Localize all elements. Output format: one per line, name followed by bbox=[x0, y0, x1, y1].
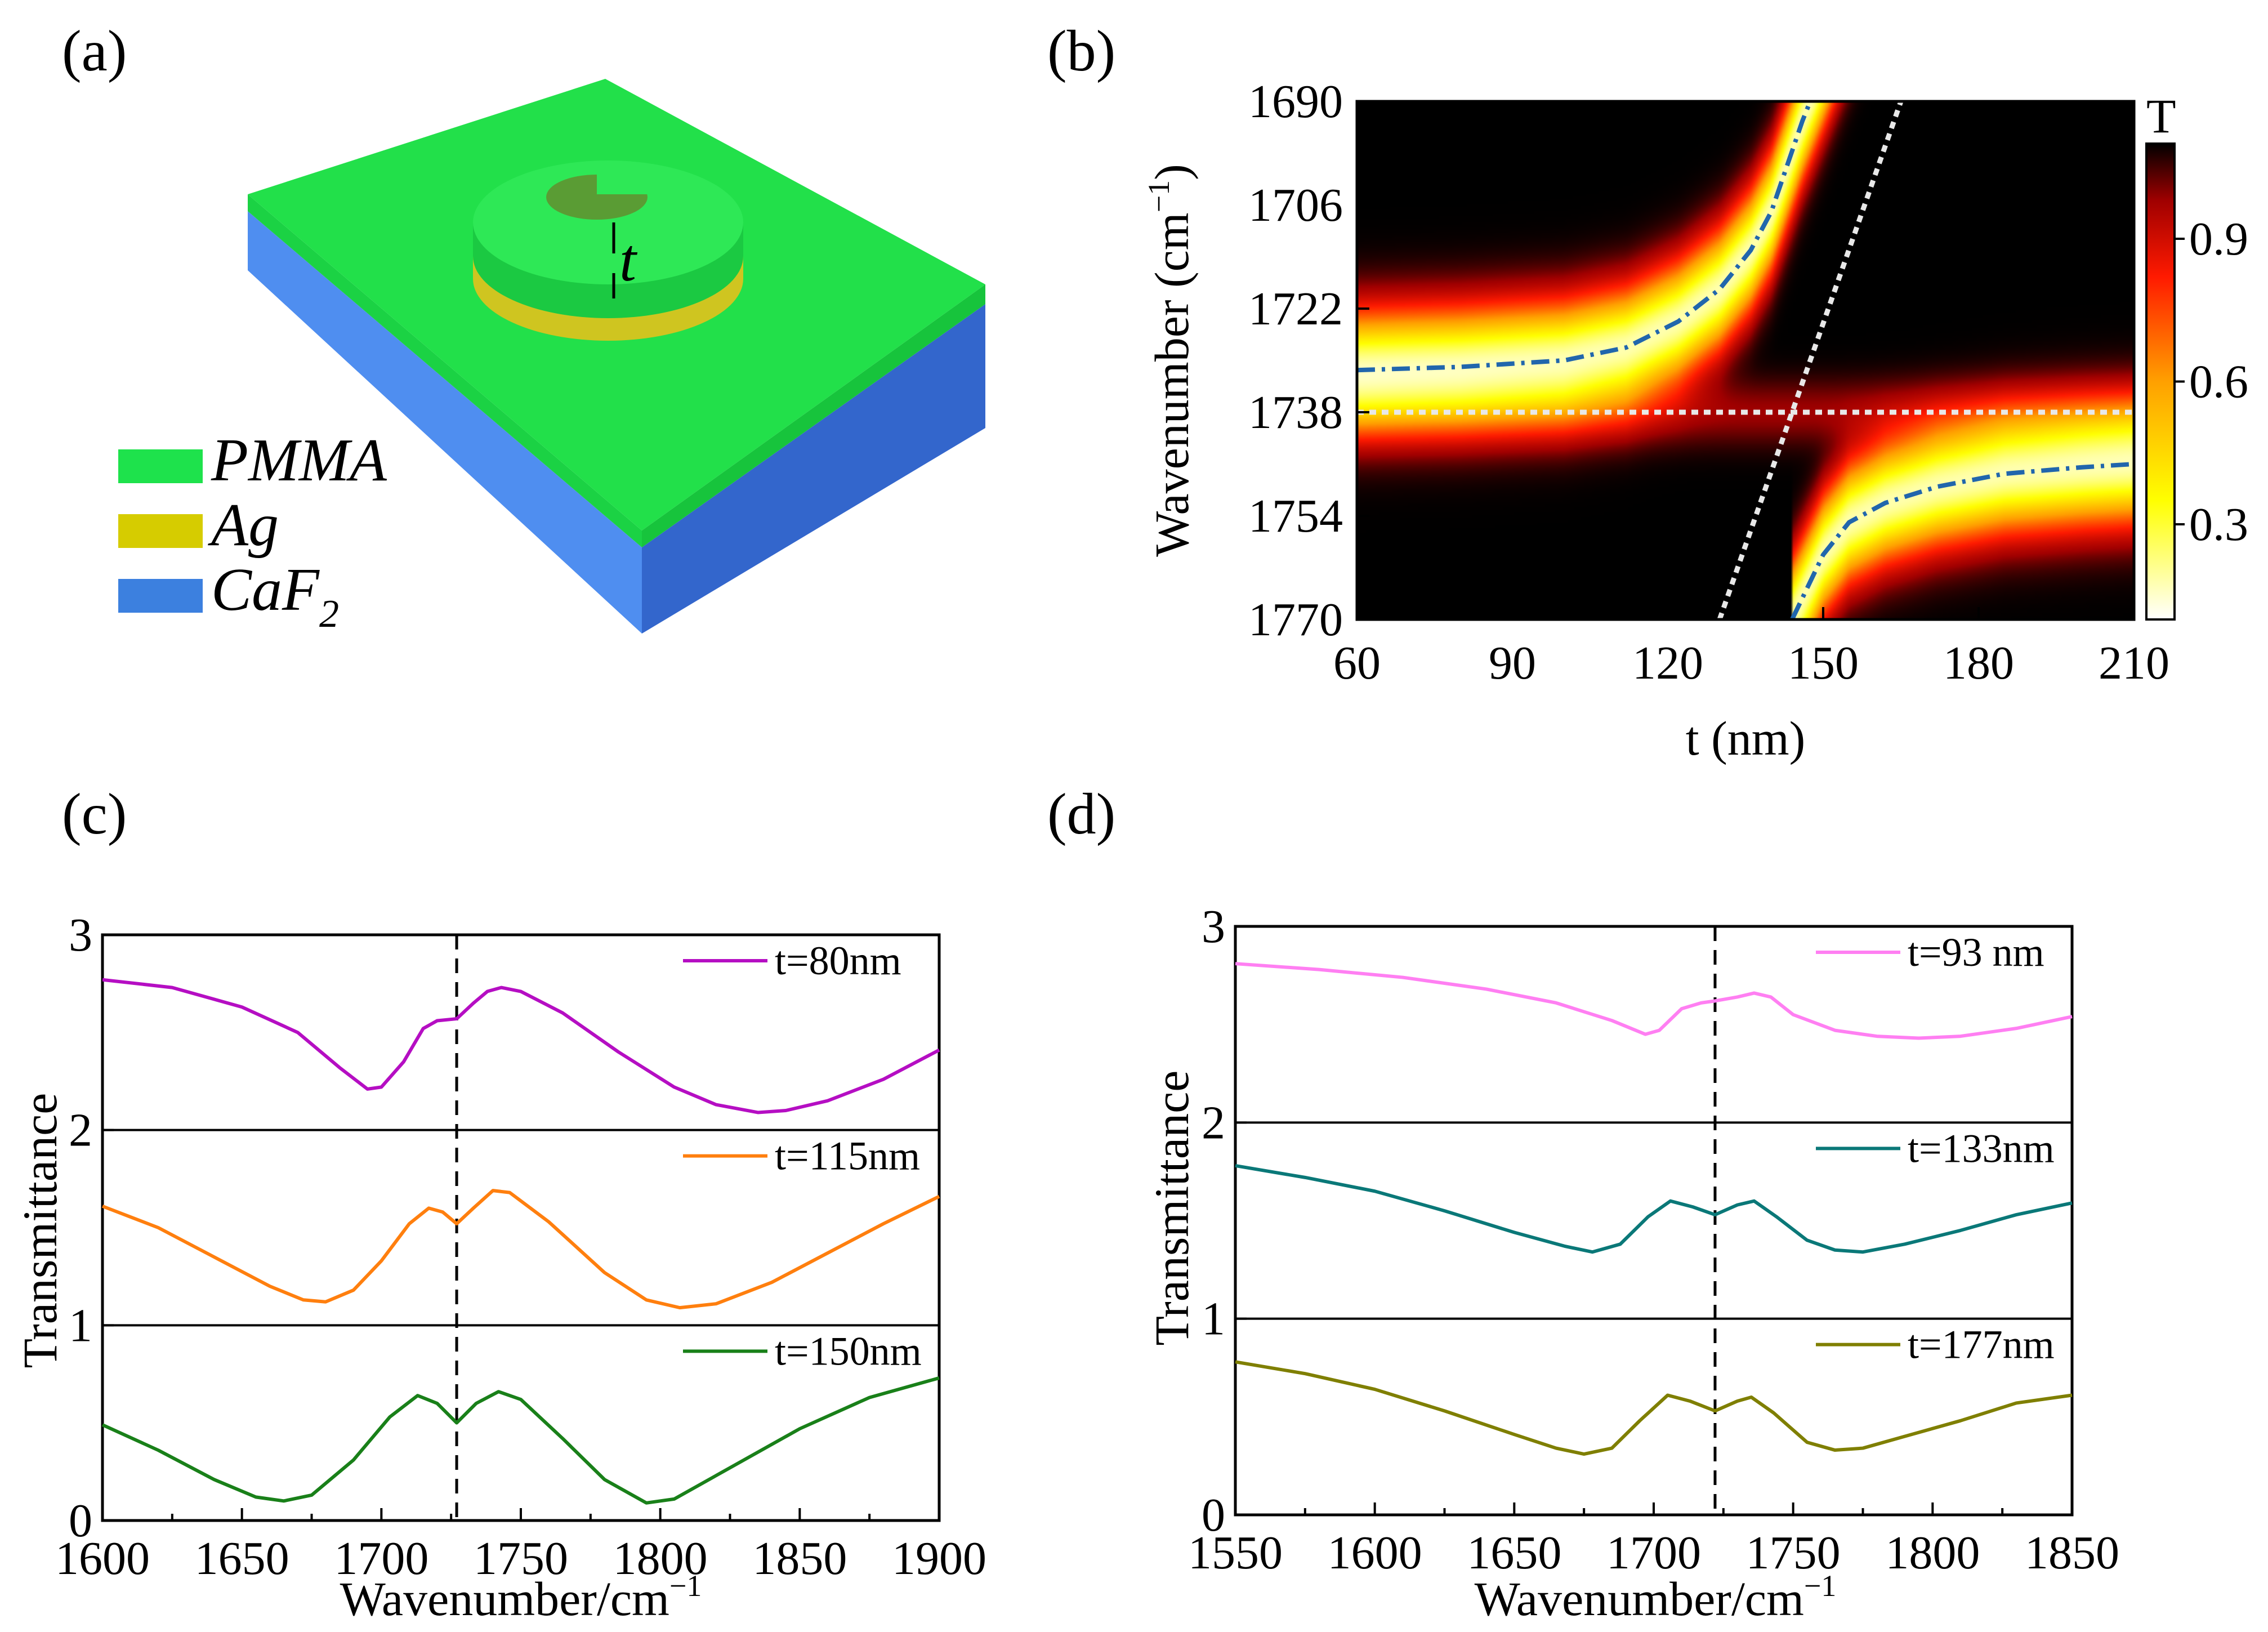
panel-a-label: (a) bbox=[62, 19, 127, 83]
colorbar: T 0.3 0.6 0.9 bbox=[2145, 89, 2248, 621]
chart-c-series-line bbox=[101, 1376, 940, 1505]
chart-c-frame bbox=[101, 933, 941, 1522]
chart-d-series-line bbox=[1235, 1360, 2073, 1456]
ring-gap bbox=[597, 169, 670, 194]
chart-c-x-tick-label: 1900 bbox=[892, 1532, 986, 1585]
heatmap-y-tick-label: 1738 bbox=[1248, 386, 1343, 439]
heatmap-x-tick-label: 90 bbox=[1489, 637, 1536, 689]
chart-d-legend-label: t=133nm bbox=[1908, 1126, 2055, 1171]
chart-c-y-tick-label: 2 bbox=[69, 1104, 92, 1157]
split-ring-resonator: t bbox=[473, 160, 743, 341]
panel-c: (c) 1600 1650 1700 1750 1800 1850 1900 0 1 2 3 t=80… bbox=[13, 782, 986, 1626]
heatmap-area bbox=[1357, 101, 2134, 619]
panel-d-label: (d) bbox=[1047, 782, 1115, 846]
panel-b-label: (b) bbox=[1047, 19, 1115, 83]
heatmap-y-ticks: 1690 1706 1722 1738 1754 1770 bbox=[1248, 75, 1369, 646]
chart-c-y-tick-label: 0 bbox=[69, 1495, 92, 1547]
chart-c-legend-label: t=80nm bbox=[775, 938, 901, 983]
chart-c-x-tick-label: 1700 bbox=[334, 1532, 428, 1585]
legend-swatch-pmma bbox=[118, 449, 203, 483]
upper-branch-curve bbox=[1357, 101, 1812, 373]
chart-c-x-tick-label: 1800 bbox=[613, 1532, 708, 1585]
legend-swatch-ag bbox=[118, 514, 203, 548]
chart-c-series-line bbox=[102, 978, 940, 1114]
chart-d-x-tick-label: 1600 bbox=[1328, 1527, 1422, 1579]
legend-label-pmma: PMMA bbox=[211, 427, 387, 494]
panel-d: (d) 1550 1600 1650 1700 1750 1800 1850 0 1 2 3 t=93… bbox=[1047, 782, 2119, 1626]
chart-d-y-tick-label: 0 bbox=[1202, 1489, 1225, 1541]
legend-label-ag: Ag bbox=[208, 492, 279, 559]
caf2-substrate-left bbox=[248, 211, 642, 634]
uncoupled-mode-diagonal bbox=[1717, 101, 1904, 619]
pmma-front-edge bbox=[642, 284, 985, 547]
ring-side-ag bbox=[473, 256, 743, 341]
colorbar-tick-label: 0.6 bbox=[2189, 356, 2248, 408]
chart-d-frame bbox=[1234, 925, 2074, 1517]
thickness-symbol: t bbox=[619, 227, 638, 294]
heatmap-frame bbox=[1355, 100, 2136, 621]
chart-d-y-axis-title: Transmittance bbox=[1145, 1071, 1199, 1346]
colorbar-tick-label: 0.9 bbox=[2189, 213, 2248, 265]
chart-c-y-tick-label: 3 bbox=[69, 909, 92, 961]
chart-d-y-tick-label: 1 bbox=[1202, 1293, 1225, 1345]
chart-c-y-tick-label: 1 bbox=[69, 1299, 92, 1352]
caf2-substrate-front bbox=[642, 304, 985, 634]
chart-d: 1550 1600 1650 1700 1750 1800 1850 0 1 2 3 t=93 nm t… bbox=[1188, 900, 2119, 1579]
heatmap-y-tick-label: 1770 bbox=[1248, 594, 1343, 646]
colorbar-ticks: 0.3 0.6 0.9 bbox=[2175, 213, 2248, 551]
chart-c-x-tick-label: 1600 bbox=[55, 1532, 150, 1585]
heatmap-x-tick-label: 150 bbox=[1788, 637, 1859, 689]
chart-d-x-tick-label: 1700 bbox=[1606, 1527, 1701, 1579]
chart-d-series-line bbox=[1235, 962, 2073, 1040]
chart-c-x-axis-title: Wavenumber/cm−1 bbox=[340, 1569, 702, 1626]
heatmap-x-tick-label: 60 bbox=[1333, 637, 1381, 689]
heatmap-x-tick-label: 180 bbox=[1943, 637, 2014, 689]
legend-label-caf2: CaF2 bbox=[211, 556, 339, 636]
chart-d-x-tick-label: 1550 bbox=[1188, 1527, 1283, 1579]
colorbar-title: T bbox=[2146, 89, 2176, 143]
chart-c-x-tick-label: 1750 bbox=[474, 1532, 568, 1585]
chart-c: 1600 1650 1700 1750 1800 1850 1900 0 1 2 3 t=80nm t=… bbox=[55, 909, 986, 1585]
heatmap-x-ticks: 60 90 120 150 180 210 bbox=[1333, 607, 2169, 689]
materials-legend: PMMA Ag CaF2 bbox=[118, 427, 387, 636]
chart-d-series-line bbox=[1235, 1164, 2073, 1254]
panel-c-label: (c) bbox=[62, 782, 127, 846]
chart-c-y-axis-title: Transmittance bbox=[13, 1093, 67, 1368]
heatmap-x-axis-title: t (nm) bbox=[1686, 711, 1806, 765]
ring-top bbox=[473, 160, 743, 284]
chart-c-legend-label: t=150nm bbox=[775, 1328, 922, 1374]
legend-swatch-caf2 bbox=[118, 579, 203, 613]
heatmap-image bbox=[1357, 101, 2134, 619]
chart-c-x-tick-label: 1650 bbox=[195, 1532, 289, 1585]
pmma-left-edge bbox=[248, 194, 642, 547]
chart-c-legend-label: t=115nm bbox=[775, 1134, 920, 1179]
chart-c-series-line bbox=[101, 1189, 940, 1310]
heatmap-y-tick-label: 1722 bbox=[1248, 283, 1343, 335]
chart-d-x-tick-label: 1850 bbox=[2025, 1527, 2119, 1579]
chart-d-x-tick-label: 1650 bbox=[1467, 1527, 1561, 1579]
colorbar-tick-label: 0.3 bbox=[2189, 498, 2248, 551]
colorbar-gradient bbox=[2145, 142, 2176, 621]
heatmap-y-axis-title: Wavenumber (cm−1) bbox=[1142, 164, 1199, 557]
panel-b: (b) 60 90 120 150 180 210 1690 1706 1722 1738 175… bbox=[1047, 19, 2248, 765]
chart-c-x-tick-label: 1850 bbox=[752, 1532, 847, 1585]
panel-a: (a) t PMMA Ag CaF2 bbox=[62, 19, 985, 636]
heatmap-y-tick-label: 1706 bbox=[1248, 179, 1343, 231]
heatmap-y-tick-label: 1754 bbox=[1248, 490, 1343, 542]
chart-d-legend-label: t=93 nm bbox=[1908, 930, 2044, 975]
chart-d-x-tick-label: 1800 bbox=[1885, 1527, 1980, 1579]
chart-d-legend-label: t=177nm bbox=[1908, 1322, 2055, 1367]
chart-d-y-tick-label: 2 bbox=[1202, 1096, 1225, 1149]
chart-d-x-axis-title: Wavenumber/cm−1 bbox=[1475, 1569, 1837, 1626]
heatmap-y-tick-label: 1690 bbox=[1248, 75, 1343, 128]
chart-d-y-tick-label: 3 bbox=[1202, 900, 1225, 953]
heatmap-x-tick-label: 210 bbox=[2099, 637, 2169, 689]
chart-d-x-tick-label: 1750 bbox=[1746, 1527, 1841, 1579]
lower-branch-curve bbox=[1790, 462, 2134, 619]
heatmap-x-tick-label: 120 bbox=[1632, 637, 1703, 689]
